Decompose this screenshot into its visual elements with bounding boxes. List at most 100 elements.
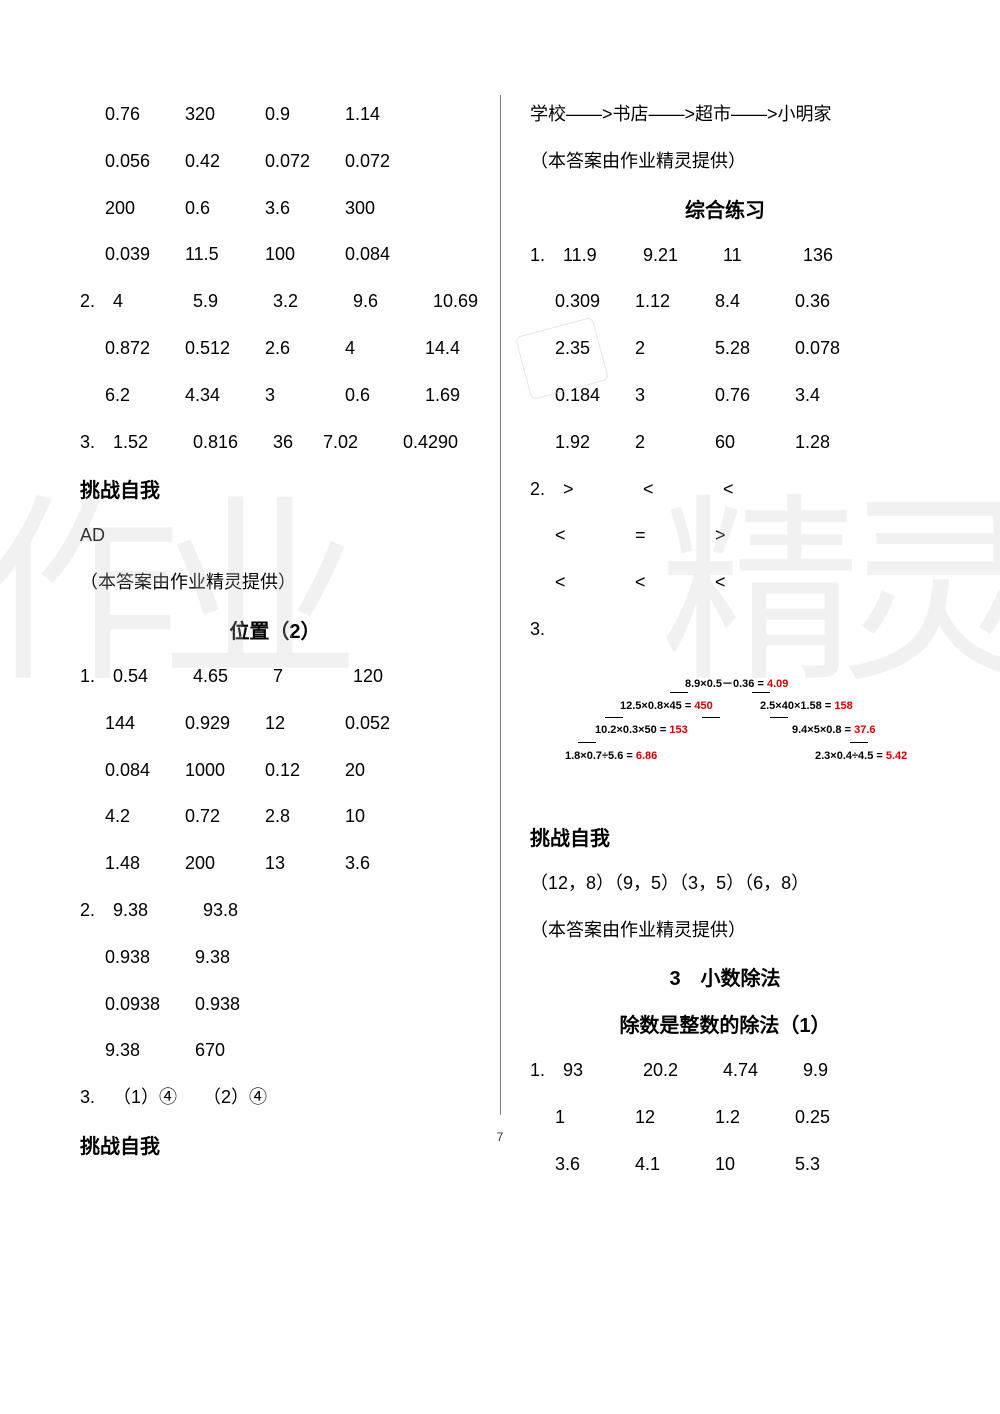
credit-line: （本答案由作业精灵提供） [80,568,470,597]
table-row: 4.2 0.72 2.8 10 [80,802,470,831]
chart-edge [702,717,720,718]
cell: 0.929 [185,709,255,738]
challenge-title: 挑战自我 [80,1130,470,1159]
chart-node: 12.5×0.8×45 = 450 [620,700,713,712]
cell: 0.6 [185,194,255,223]
table-row: 1. 0.54 4.65 7 120 [80,662,470,691]
table-row: 0.184 3 0.76 3.4 [530,381,920,410]
table-row: 0.039 11.5 100 0.084 [80,240,470,269]
chart-edge [605,717,623,718]
cell: 670 [195,1036,285,1065]
cell: 0.938 [105,943,195,972]
chart-edge [578,742,596,743]
cell: 4.65 [193,662,263,691]
cell: 0.9 [265,100,335,129]
cell: 7.02 [323,428,393,457]
cell: < [715,568,785,597]
cell: 4.2 [105,802,175,831]
cell: > [563,475,633,504]
chart-node: 8.9×0.5－0.36 = 4.09 [685,675,788,691]
chart-edge [770,717,788,718]
table-row: 3.6 4.1 10 5.3 [530,1150,920,1179]
right-column: 学校——>书店——>超市——>小明家 （本答案由作业精灵提供） 综合练习 1. … [500,100,970,1197]
cell: 1.69 [425,381,495,410]
cell: 0.76 [715,381,785,410]
cell: 5.9 [193,287,263,316]
cell: 0.084 [345,240,415,269]
cell: < [643,475,713,504]
cell: 4.1 [635,1150,705,1179]
chart-node: 1.8×0.7÷5.6 = 6.86 [565,750,657,762]
table-row: 144 0.929 12 0.052 [80,709,470,738]
cell: 3.2 [273,287,343,316]
cell: 320 [185,100,255,129]
cell: 13 [265,849,335,878]
item-number: 2. [80,287,105,316]
chart-node: 9.4×5×0.8 = 37.6 [792,724,876,736]
cell: 0.309 [555,287,625,316]
table-row: 0.084 1000 0.12 20 [80,756,470,785]
table-row: 2. 4 5.9 3.2 9.6 10.69 [80,287,470,316]
cell: 10 [715,1150,785,1179]
cell: < [635,568,705,597]
table-row: 2.35 2 5.28 0.078 [530,334,920,363]
cell: 93 [563,1056,633,1085]
cell: 7 [273,662,343,691]
cell: 0.816 [193,428,263,457]
cell: 200 [185,849,255,878]
credit-line: （本答案由作业精灵提供） [530,916,920,945]
chart-edge [670,692,688,693]
cell: 11 [723,241,793,270]
table-row: 9.38 670 [80,1036,470,1065]
cell: 10.69 [433,287,503,316]
cell: 36 [273,428,323,457]
cell: 0.056 [105,147,175,176]
tree-chart: 8.9×0.5－0.36 = 4.0912.5×0.8×45 = 4502.5×… [530,662,910,802]
table-row: 1.48 200 13 3.6 [80,849,470,878]
table-row: < = > [530,521,920,550]
page-number: 7 [497,1130,504,1144]
cell: 2 [635,428,705,457]
cell: 9.21 [643,241,713,270]
cell: 93.8 [203,896,293,925]
cell: 1.52 [113,428,183,457]
cell: 9.6 [353,287,423,316]
cell: 3 [635,381,705,410]
challenge-answer: AD [80,521,470,550]
cell: 5.3 [795,1150,865,1179]
credit-line: （本答案由作业精灵提供） [530,147,920,176]
cell: 2.6 [265,334,335,363]
cell: 3.6 [345,849,415,878]
cell: 5.28 [715,334,785,363]
challenge-title: 挑战自我 [80,474,470,503]
table-row: 1. 93 20.2 4.74 9.9 [530,1056,920,1085]
cell: 0.42 [185,147,255,176]
table-row: 1.92 2 60 1.28 [530,428,920,457]
cell: 0.0938 [105,990,195,1019]
cell: 0.078 [795,334,865,363]
cell: 20.2 [643,1056,713,1085]
item-label-row: 3. [530,615,920,644]
table-row: 0.938 9.38 [80,943,470,972]
cell: 4.34 [185,381,255,410]
table-row: 2. 9.38 93.8 [80,896,470,925]
table-row: 0.872 0.512 2.6 4 14.4 [80,334,470,363]
cell: 3.4 [795,381,865,410]
item-number: 3. [530,615,555,644]
cell: 4 [113,287,183,316]
table-row: 6.2 4.34 3 0.6 1.69 [80,381,470,410]
cell: 0.039 [105,240,175,269]
challenge-title: 挑战自我 [530,822,920,851]
item-number: 3. [80,1083,105,1112]
chart-node: 2.3×0.4÷4.5 = 5.42 [815,750,907,762]
table-row: 0.056 0.42 0.072 0.072 [80,147,470,176]
cell: 8.4 [715,287,785,316]
table-row: 0.76 320 0.9 1.14 [80,100,470,129]
chart-edge [850,742,868,743]
cell: 10 [345,802,415,831]
cell: < [723,475,793,504]
cell: 200 [105,194,175,223]
cell: 0.938 [195,990,285,1019]
challenge-answer: （12，8）（9，5）（3，5）（6，8） [530,869,920,898]
cell: 0.4290 [403,428,473,457]
